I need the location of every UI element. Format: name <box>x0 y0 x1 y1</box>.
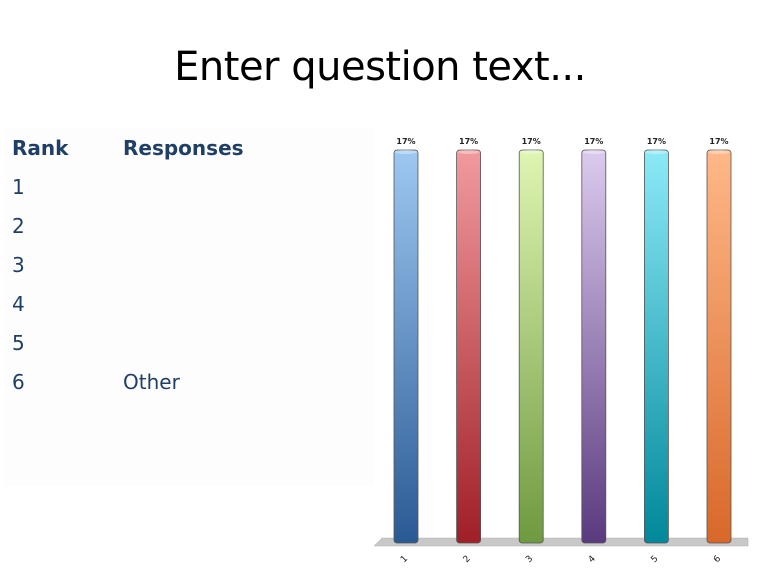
bar-chart-svg: 17% 1 17% 2 17% 3 17% 4 17% 5 17% 6 <box>373 137 749 565</box>
table-row: 1 <box>4 175 374 205</box>
table-row: 4 <box>4 292 374 322</box>
response-cell: Other <box>123 370 180 394</box>
x-tick-label: 2 <box>462 554 473 565</box>
bar-cap <box>708 150 730 154</box>
bar <box>581 149 607 544</box>
table-row: 5 <box>4 331 374 361</box>
rank-cell: 4 <box>12 292 25 316</box>
bar <box>643 149 669 544</box>
rank-cell: 3 <box>12 253 25 277</box>
bar <box>706 149 732 544</box>
table-row: 6 Other <box>4 370 374 400</box>
rank-cell: 2 <box>12 214 25 238</box>
x-tick-label: 1 <box>399 554 410 565</box>
x-tick-label: 5 <box>649 554 660 565</box>
table-header: Rank Responses <box>4 136 374 166</box>
bar-cap <box>395 150 417 154</box>
bar-chart: 17% 1 17% 2 17% 3 17% 4 17% 5 17% 6 <box>370 128 760 570</box>
bar <box>393 149 419 544</box>
bar-cap <box>457 150 480 154</box>
data-label: 17% <box>647 137 666 146</box>
data-label: 17% <box>459 137 478 146</box>
table-row: 2 <box>4 214 374 244</box>
rank-cell: 6 <box>12 370 25 394</box>
responses-column-header: Responses <box>123 136 244 160</box>
data-label: 17% <box>709 137 728 146</box>
rank-cell: 5 <box>12 331 25 355</box>
chart-floor <box>373 537 749 547</box>
data-label: 17% <box>522 137 541 146</box>
x-tick-label: 6 <box>712 554 723 565</box>
rank-column-header: Rank <box>12 136 69 160</box>
data-label: 17% <box>584 137 603 146</box>
x-tick-label: 3 <box>524 554 535 565</box>
bar-cap <box>520 150 543 154</box>
bar-cap <box>645 150 668 154</box>
table-row: 3 <box>4 253 374 283</box>
rank-cell: 1 <box>12 175 25 199</box>
slide-title: Enter question text... <box>174 44 586 90</box>
bar <box>456 149 481 544</box>
bar-cap <box>582 150 605 154</box>
data-label: 17% <box>396 137 415 146</box>
bar <box>518 149 544 544</box>
x-tick-label: 4 <box>587 554 598 565</box>
ranking-table: Rank Responses 1 2 3 4 5 6 Other <box>4 128 374 486</box>
